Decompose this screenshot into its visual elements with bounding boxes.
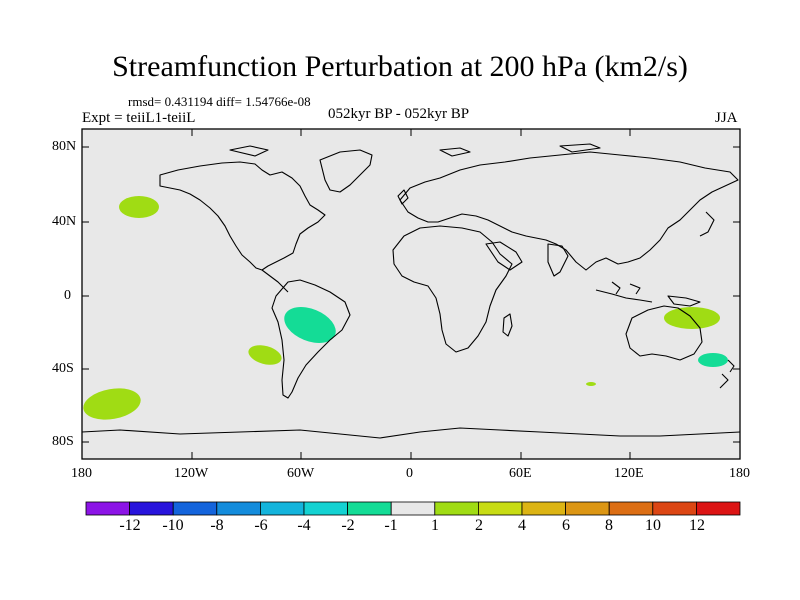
coast-greenland [319,149,373,193]
lon-label-120e: 120E [614,466,644,481]
lon-label-60w: 60W [287,466,315,481]
lon-label-180e: 180 [729,466,750,481]
colorbar-label: 2 [475,517,483,534]
coast-eurasia [399,151,739,271]
colorbar-label: -10 [162,517,184,534]
colorbar-label: 10 [645,517,661,534]
coast-australia [625,305,703,361]
colorbar-label: -6 [254,517,268,534]
colorbar-box-15 [696,501,741,516]
colorbar-box-2 [129,501,174,516]
coast-uk [397,189,409,205]
colorbar-label: 4 [518,517,526,534]
lat-label-0: 0 [64,288,71,303]
colorbar-box-10 [477,501,523,516]
stats-line: rmsd= 0.431194 diff= 1.54766e-08 [128,94,311,109]
anomaly-tasman [698,353,728,367]
coast-antarctica [81,427,741,439]
anomaly-north-pacific [119,196,159,218]
coast-india [547,243,569,277]
coast-arabia [485,241,523,271]
period-label: 052kyr BP - 052kyr BP [328,106,470,122]
lat-label-80n: 80N [52,139,77,154]
coast-madagascar [502,313,513,337]
colorbar-box-11 [521,501,566,516]
colorbar-box-12 [565,501,610,516]
tick-marks [81,129,741,459]
coast-new-zealand [719,359,735,389]
coast-indonesia [595,281,653,303]
coast-arctic-islands [229,143,601,157]
lon-label-180w: 180 [71,466,92,481]
coast-central-america [261,269,289,293]
colorbar-box-5 [259,501,305,516]
colorbar-box-9 [434,501,479,516]
lon-label-60e: 60E [509,466,532,481]
colorbar-label: 1 [431,517,439,534]
lat-label-40s: 40S [52,361,74,376]
anomaly-southeast-pacific [248,345,282,365]
coast-japan [699,211,715,237]
experiment-label: Expt = teiiL1-teiiL [82,110,196,126]
map-background [82,129,740,459]
coast-africa [392,225,513,353]
map-title: Streamfunction Perturbation at 200 hPa (… [112,50,688,83]
coastlines [81,143,741,439]
colorbar-box-6 [303,501,348,516]
colorbar-box-7 [347,501,392,516]
colorbar [85,501,741,516]
colorbar-box-14 [652,501,697,516]
anomaly-south-pacific [83,388,141,420]
anomaly-indian-ocean [586,382,596,386]
colorbar-box-4 [216,501,261,516]
coast-south-america [271,279,351,399]
lat-label-40n: 40N [52,214,77,229]
colorbar-box-1 [85,501,130,516]
colorbar-box-8 [390,501,436,516]
lat-label-80s: 80S [52,434,74,449]
colorbar-label: -2 [341,517,355,534]
colorbar-label: -8 [210,517,224,534]
lon-label-0: 0 [406,466,413,481]
colorbar-label: -12 [119,517,141,534]
anomaly-brazil [284,307,336,343]
colorbar-label: -4 [297,517,311,534]
coast-new-guinea [667,295,701,307]
lon-label-120w: 120W [174,466,209,481]
colorbar-label: -1 [384,517,398,534]
coast-north-america [159,161,326,271]
colorbar-box-13 [608,501,654,516]
colorbar-label: 8 [605,517,613,534]
season-label: JJA [715,110,738,126]
colorbar-box-3 [172,501,218,516]
colorbar-label: 6 [562,517,570,534]
colorbar-label: 12 [689,517,705,534]
